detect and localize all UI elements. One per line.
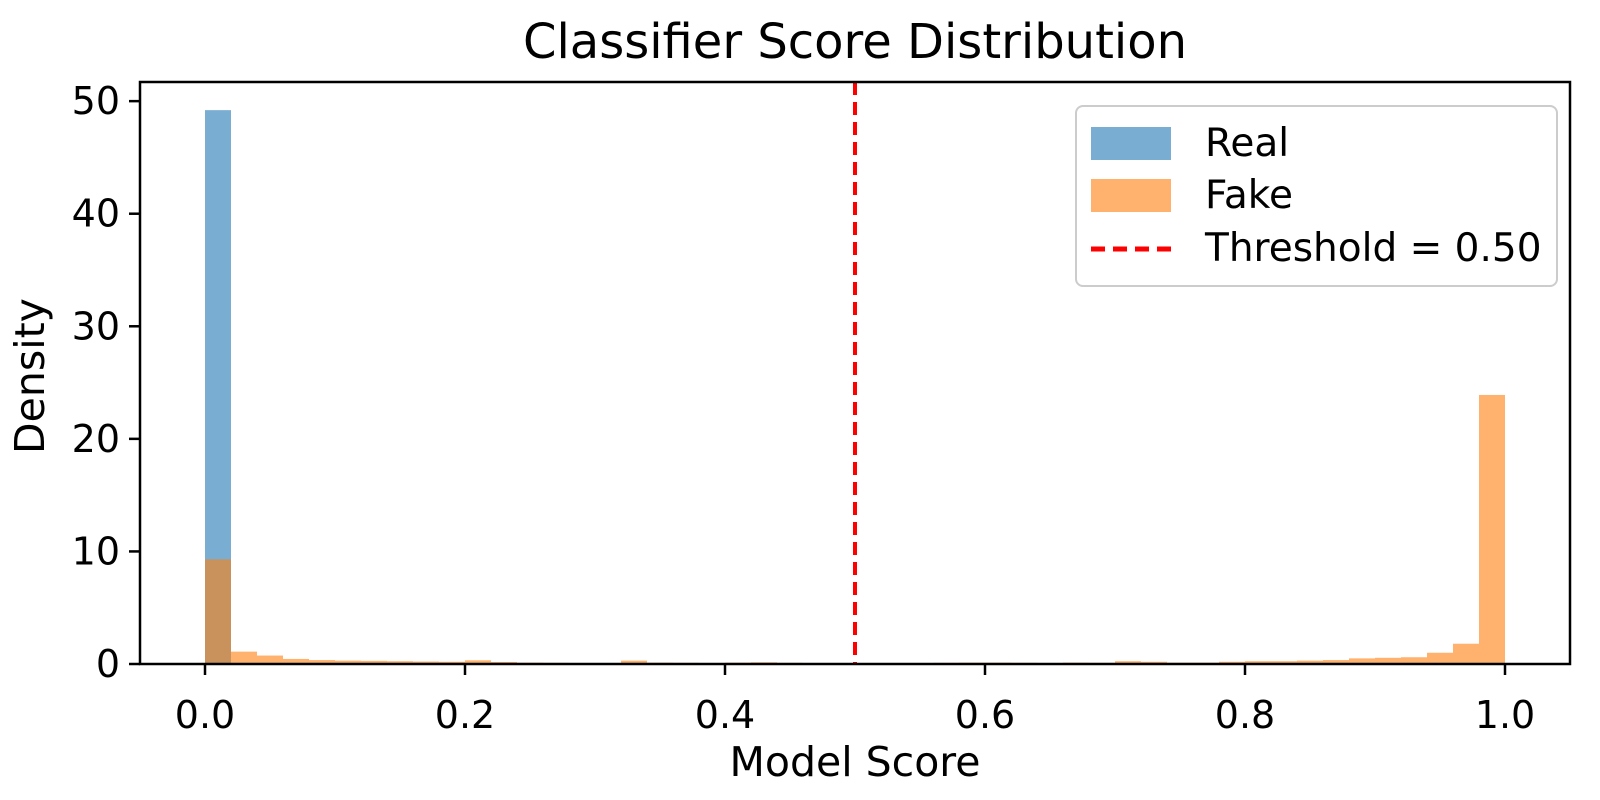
threshold-dash-icon [1091, 232, 1171, 265]
fake-bar [361, 660, 387, 664]
x-tick-label: 1.0 [1475, 693, 1535, 737]
fake-bar [231, 651, 257, 664]
fake-bar [1349, 658, 1375, 664]
chart-title: Classifier Score Distribution [522, 14, 1188, 70]
y-tick-label: 40 [72, 192, 120, 236]
x-tick-label: 0.2 [435, 693, 495, 737]
legend-label-threshold: Threshold = 0.50 [1205, 226, 1542, 272]
fake-bar [465, 660, 491, 664]
fake-bar [1323, 660, 1349, 664]
fake-bar [335, 660, 361, 664]
fake-series-swatch [1091, 179, 1171, 213]
x-tick-label: 0.8 [1215, 693, 1275, 737]
fake-bar [205, 559, 231, 664]
fake-bar [1297, 660, 1323, 664]
y-tick-label: 20 [72, 417, 120, 461]
x-tick-label: 0.4 [695, 693, 755, 737]
x-tick-label: 0.0 [175, 693, 235, 737]
y-tick-label: 30 [72, 304, 120, 348]
fake-bar [1245, 661, 1271, 664]
x-axis-label: Model Score [729, 738, 981, 786]
fake-bar [309, 660, 335, 664]
legend-item-fake: Fake [1091, 170, 1538, 222]
y-tick-label: 50 [72, 79, 120, 123]
x-tick-label: 0.6 [955, 693, 1015, 737]
fake-bar [1479, 394, 1505, 664]
fake-bar [257, 655, 283, 664]
fake-bar [283, 658, 309, 664]
fake-bar [1375, 657, 1401, 664]
y-axis-label: Density [6, 298, 54, 454]
fake-bar [1401, 657, 1427, 664]
y-tick-label: 0 [96, 642, 120, 686]
fake-bar [1271, 661, 1297, 664]
legend-item-threshold: Threshold = 0.50 [1091, 223, 1542, 275]
legend-label-real: Real [1205, 120, 1290, 166]
fake-bar [621, 660, 647, 664]
legend: Real Fake Threshold = 0.50 [1075, 105, 1558, 287]
fake-bar [1427, 652, 1453, 664]
fake-bar [1115, 661, 1141, 664]
fake-bar [387, 661, 413, 664]
legend-label-fake: Fake [1205, 173, 1293, 219]
real-series-swatch [1091, 126, 1171, 160]
legend-item-real: Real [1091, 117, 1538, 169]
axes-frame [138, 80, 1572, 666]
fake-bar [1453, 643, 1479, 664]
y-tick-label: 10 [72, 529, 120, 573]
